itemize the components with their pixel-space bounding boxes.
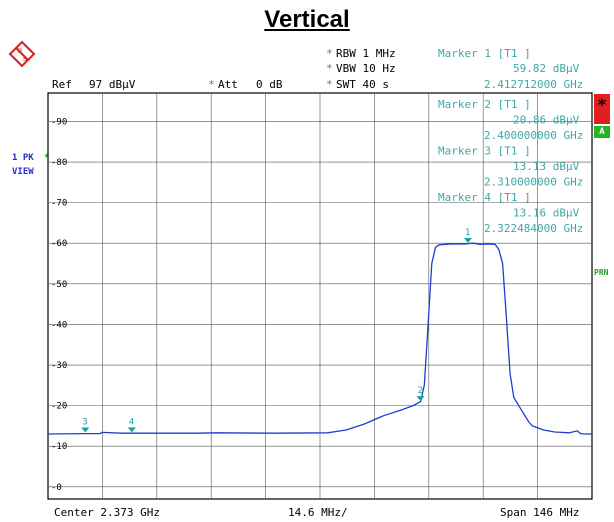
svg-text:S: S	[23, 57, 27, 63]
vbw-star: *	[326, 62, 333, 75]
y-tick-label: -70	[51, 199, 67, 209]
marker-3-flag	[81, 427, 90, 433]
status-star-flag: *	[594, 94, 610, 124]
marker3-label: Marker 3 [T1 ]	[438, 145, 531, 158]
prn-label: PRN	[594, 268, 609, 277]
status-a-flag: A	[594, 126, 610, 138]
ref-value: 97 dBµV	[89, 78, 136, 91]
marker1-label: Marker 1 [T1 ]	[438, 47, 531, 60]
y-tick-label: -40	[51, 320, 67, 330]
chart-title: Vertical	[264, 6, 350, 33]
rbw-readout: RBW 1 MHz	[336, 47, 396, 60]
y-tick-label: -60	[51, 239, 67, 249]
view-label: VIEW	[12, 167, 34, 177]
marker-2-flag	[416, 396, 425, 402]
y-tick-label: -80	[51, 158, 67, 168]
marker-4-flag	[127, 427, 136, 433]
y-tick-label: -50	[51, 280, 67, 290]
trace-mode-star: *	[44, 153, 50, 163]
swt-star: *	[326, 78, 333, 91]
att-star: *	[208, 78, 215, 91]
marker1-freq: 2.412712000 GHz	[484, 78, 584, 91]
att-label: Att	[218, 78, 238, 91]
marker-1-flag	[463, 237, 472, 243]
marker2-level: 20.86 dBµV	[513, 114, 580, 127]
span-per-division: 14.6 MHz/	[288, 506, 348, 519]
rbw-star: *	[326, 47, 333, 60]
y-tick-label: -10	[51, 442, 67, 452]
marker3-freq: 2.310000000 GHz	[484, 176, 583, 189]
marker1-level: 59.82 dBµV	[513, 62, 580, 75]
y-tick-label: -0	[51, 483, 62, 493]
marker2-freq: 2.400000000 GHz	[484, 129, 583, 142]
svg-text:R: R	[18, 49, 23, 55]
rohde-schwarz-logo: R S	[8, 40, 36, 68]
marker-2-number: 2	[418, 386, 423, 396]
marker-1-number: 1	[465, 228, 470, 238]
span-readout: Span 146 MHz	[500, 506, 580, 519]
trace-mode: 1 PK	[12, 153, 34, 163]
att-value: 0 dB	[256, 78, 283, 91]
marker4-freq: 2.322484000 GHz	[484, 222, 583, 235]
y-tick-label: -20	[51, 402, 67, 412]
ref-label: Ref	[52, 78, 72, 91]
marker4-label: Marker 4 [T1 ]	[438, 191, 531, 204]
marker2-label: Marker 2 [T1 ]	[438, 98, 531, 111]
center-frequency: Center 2.373 GHz	[54, 506, 160, 519]
vbw-readout: VBW 10 Hz	[336, 62, 396, 75]
marker-3-number: 3	[82, 418, 87, 428]
marker-4-number: 4	[129, 417, 134, 427]
swt-readout: SWT 40 s	[336, 78, 389, 91]
marker3-level: 13.13 dBµV	[513, 160, 580, 173]
y-tick-label: -90	[51, 117, 67, 127]
spectrum-trace	[47, 242, 592, 435]
marker4-level: 13.16 dBµV	[513, 207, 580, 220]
y-tick-label: -30	[51, 361, 67, 371]
